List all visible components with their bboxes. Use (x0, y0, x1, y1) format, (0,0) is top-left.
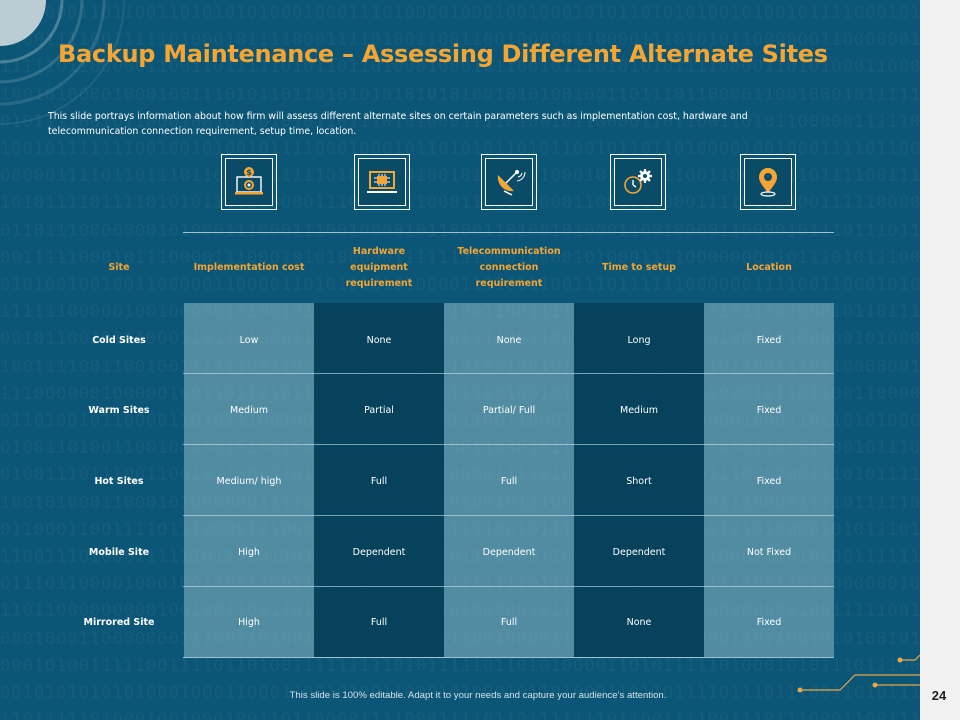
slide-canvas: 0011000110110011010101010001000111010000… (0, 0, 920, 720)
table-column-setup-time (574, 303, 704, 657)
icon-box-hardware (354, 154, 410, 210)
header-location: Location (746, 261, 792, 273)
table-cell: Fixed (756, 616, 782, 628)
row-label-hot-sites: Hot Sites (94, 475, 144, 487)
row-label-mobile-site: Mobile Site (88, 546, 150, 558)
table-cell: Partial/ Full (482, 404, 536, 416)
table-cell: None (496, 334, 522, 346)
header-hardware-requirement: Hardware equipment requirement (345, 245, 413, 289)
row-label-cold-sites: Cold Sites (92, 334, 146, 346)
table-column-hardware (314, 303, 444, 657)
header-implementation-cost: Implementation cost (193, 261, 305, 273)
table-cell: Fixed (756, 404, 782, 416)
table-cell: Long (627, 334, 651, 346)
icon-box-implementation: $ (221, 154, 277, 210)
table-cell: Fixed (756, 475, 782, 487)
table-cell: Dependent (612, 546, 666, 558)
row-label-warm-sites: Warm Sites (88, 404, 150, 416)
table-cell: Full (500, 475, 518, 487)
icon-box-telecom (481, 154, 537, 210)
icon-box-setup-time (610, 154, 666, 210)
slide-margin-strip (920, 0, 960, 720)
table-column-location (704, 303, 834, 657)
satellite-dish-icon (497, 170, 526, 196)
slide-description: This slide portrays information about ho… (48, 111, 748, 137)
table-cell: Dependent (482, 546, 536, 558)
header-telecom-requirement: Telecommunication connection requirement (457, 245, 561, 289)
table-cell: High (238, 616, 260, 628)
table-cell: Low (239, 334, 259, 346)
table-cell: Partial (364, 404, 394, 416)
row-label-mirrored-site: Mirrored Site (83, 616, 155, 628)
cpu-monitor-icon (367, 171, 397, 193)
footer-note: This slide is 100% editable. Adapt it to… (0, 690, 960, 701)
page-number: 24 (931, 688, 947, 703)
table-cell: None (626, 616, 652, 628)
table-column-implementation (184, 303, 314, 657)
slide-title: Backup Maintenance – Assessing Different… (58, 40, 828, 68)
table-cell: Full (500, 616, 518, 628)
table-cell: Full (370, 616, 388, 628)
icon-box-location (740, 154, 796, 210)
table-cell: High (238, 546, 260, 558)
decorative-circles (0, 0, 125, 125)
table-cell: Short (626, 475, 652, 487)
svg-text:$: $ (246, 168, 252, 177)
alternate-sites-table: Site Implementation cost Hardware equipm… (84, 232, 834, 658)
table-cell: Medium/ high (216, 475, 282, 487)
location-pin-icon (759, 168, 777, 197)
table-cell: Medium (230, 404, 268, 416)
circuit-lines-decoration (797, 654, 920, 693)
header-time-to-setup: Time to setup (602, 261, 676, 273)
footer-text: This slide is 100% editable. Adapt it to… (289, 690, 667, 701)
money-settings-laptop-icon: $ (235, 167, 263, 195)
table-cell: None (366, 334, 392, 346)
header-site: Site (108, 261, 130, 273)
table-cell: Fixed (756, 334, 782, 346)
table-column-telecom (444, 303, 574, 657)
clock-gear-icon (624, 169, 652, 194)
table-cell: Medium (620, 404, 658, 416)
table-cell: Full (370, 475, 388, 487)
table-cell: Not Fixed (746, 546, 792, 558)
table-cell: Dependent (352, 546, 406, 558)
